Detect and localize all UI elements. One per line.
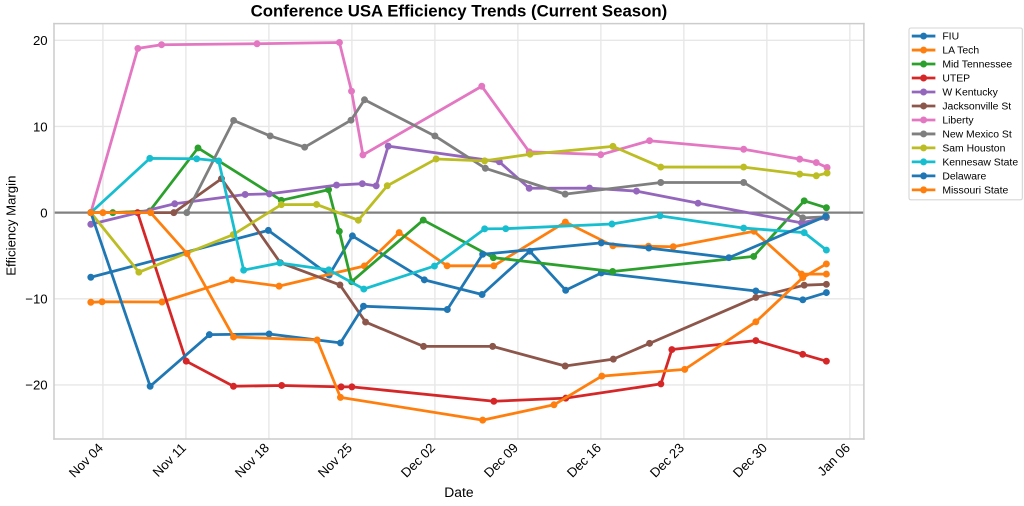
svg-text:−10: −10: [25, 292, 47, 307]
svg-text:−20: −20: [25, 378, 47, 393]
svg-text:Date: Date: [444, 484, 474, 500]
svg-text:Kennesaw State: Kennesaw State: [942, 158, 1018, 169]
svg-text:Liberty: Liberty: [942, 116, 974, 127]
svg-text:20: 20: [33, 33, 48, 48]
svg-text:Sam Houston: Sam Houston: [942, 144, 1005, 155]
svg-text:0: 0: [40, 205, 47, 220]
svg-text:Efficiency Margin: Efficiency Margin: [3, 176, 18, 276]
svg-text:Delaware: Delaware: [942, 172, 986, 183]
svg-text:LA Tech: LA Tech: [942, 46, 979, 57]
svg-text:Mid Tennessee: Mid Tennessee: [942, 60, 1012, 71]
svg-text:W Kentucky: W Kentucky: [942, 88, 998, 99]
svg-text:Missouri State: Missouri State: [942, 186, 1008, 197]
svg-text:10: 10: [33, 119, 48, 134]
svg-text:Conference USA Efficiency Tren: Conference USA Efficiency Trends (Curren…: [251, 2, 668, 21]
svg-text:FIU: FIU: [942, 32, 959, 43]
svg-text:UTEP: UTEP: [942, 74, 970, 85]
svg-text:Jacksonville St: Jacksonville St: [942, 102, 1011, 113]
svg-text:New Mexico St: New Mexico St: [942, 130, 1012, 141]
